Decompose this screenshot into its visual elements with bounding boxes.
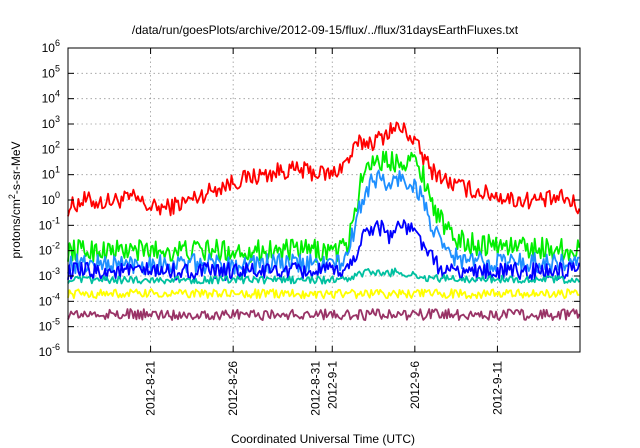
x-tick-label: 2012-9-1 bbox=[325, 361, 339, 409]
y-tick-label: 106 bbox=[42, 38, 60, 55]
x-tick-label: 2012-9-6 bbox=[408, 361, 422, 409]
y-tick-label: 105 bbox=[42, 63, 60, 80]
y-tick-labels: 10-6 10-5 10-4 10-3 10-2 10-1 100 101 102 103 104 1… bbox=[39, 38, 60, 359]
y-tick-label: 10-5 bbox=[39, 317, 60, 334]
y-axis-label-sup: 2 bbox=[7, 194, 17, 199]
series-layer bbox=[67, 121, 581, 321]
series-line bbox=[67, 219, 581, 282]
x-tick-label: 2012-9-11 bbox=[490, 361, 504, 415]
y-tick-label: 102 bbox=[42, 139, 60, 156]
x-tick-label: 2012-8-31 bbox=[309, 361, 323, 416]
y-tick-label: 10-1 bbox=[39, 215, 60, 232]
axis-ticks bbox=[68, 47, 580, 353]
x-tick-label: 2012-8-26 bbox=[226, 361, 240, 416]
y-tick-label: 101 bbox=[42, 165, 60, 182]
series-line bbox=[67, 121, 581, 217]
series-line bbox=[67, 267, 581, 285]
y-tick-label: 10-3 bbox=[39, 266, 60, 283]
y-tick-label: 10-2 bbox=[39, 241, 60, 258]
chart-title: /data/run/goesPlots/archive/2012-09-15/f… bbox=[132, 23, 519, 37]
x-tick-label: 2012-8-21 bbox=[144, 361, 158, 416]
y-tick-label: 10-6 bbox=[39, 342, 60, 359]
series-line bbox=[67, 169, 580, 275]
series-line bbox=[67, 150, 581, 263]
y-axis-label-tail: -s-sr-MeV bbox=[9, 141, 23, 194]
chart-grid bbox=[68, 48, 580, 352]
y-tick-label: 100 bbox=[42, 190, 60, 207]
y-tick-label: 104 bbox=[42, 89, 60, 106]
x-axis-label: Coordinated Universal Time (UTC) bbox=[231, 432, 415, 446]
y-tick-label: 10-4 bbox=[39, 291, 60, 308]
y-tick-label: 103 bbox=[42, 114, 60, 131]
series-line bbox=[67, 308, 581, 321]
y-axis-label-base: protons/cm bbox=[9, 199, 23, 258]
series-line bbox=[67, 288, 580, 300]
x-tick-labels: 2012-8-21 2012-8-26 2012-8-31 2012-9-1 2012-… bbox=[144, 361, 505, 416]
y-axis-label: protons/cm2-s-sr-MeV bbox=[7, 141, 23, 258]
